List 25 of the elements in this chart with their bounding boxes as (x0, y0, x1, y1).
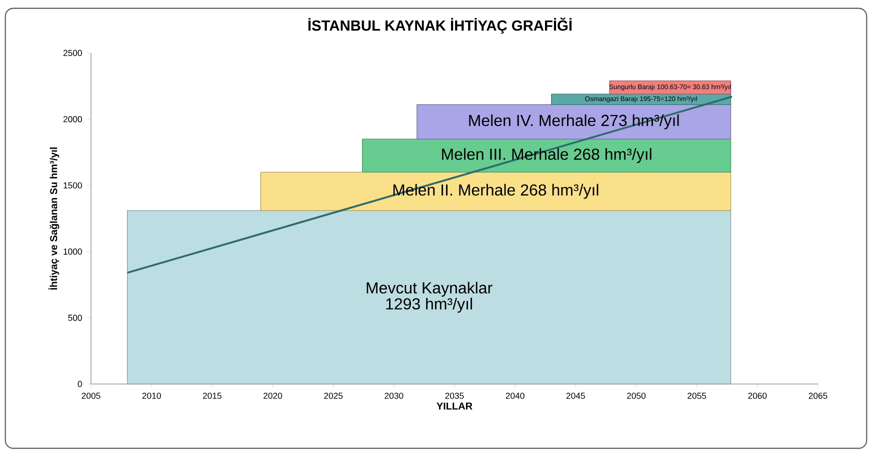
x-tick-label: 2025 (324, 392, 343, 399)
x-axis-title: YILLAR (436, 402, 472, 410)
x-tick-label: 2050 (627, 392, 646, 399)
y-tick-label: 500 (68, 314, 82, 321)
x-tick-label: 2015 (202, 392, 222, 399)
x-tick-label: 2055 (688, 392, 706, 399)
y-tick-label: 2500 (63, 50, 82, 56)
x-tick-label: 2030 (384, 392, 404, 399)
series-label: Melen III. Merhale 268 hm³/yıl (442, 148, 652, 164)
x-tick-label: 2035 (445, 392, 464, 399)
x-tick-label: 2045 (566, 392, 585, 399)
x-tick-label: 2040 (506, 392, 524, 399)
x-tick-label: 2065 (808, 392, 828, 399)
y-tick-label: 0 (78, 380, 82, 388)
y-axis-title: İhtiyaç ve Sağlanan Su hm³/yıl (48, 148, 60, 290)
y-tick-label: 2000 (63, 116, 82, 122)
chart-title: İSTANBUL KAYNAK İHTİYAÇ GRAFİĞİ (308, 18, 572, 34)
series-label: Melen IV. Merhale 273 hm³/yıl (469, 114, 679, 130)
x-tick-label: 2060 (748, 392, 767, 399)
series-label: Mevcut Kaynaklar 1293 hm³/yıl (366, 282, 492, 313)
x-tick-label: 2010 (142, 392, 161, 399)
y-tick-label: 1500 (64, 182, 82, 188)
x-tick-label: 2020 (264, 392, 282, 399)
y-tick-label: 1000 (64, 248, 82, 255)
x-tick-label: 2005 (82, 392, 100, 399)
